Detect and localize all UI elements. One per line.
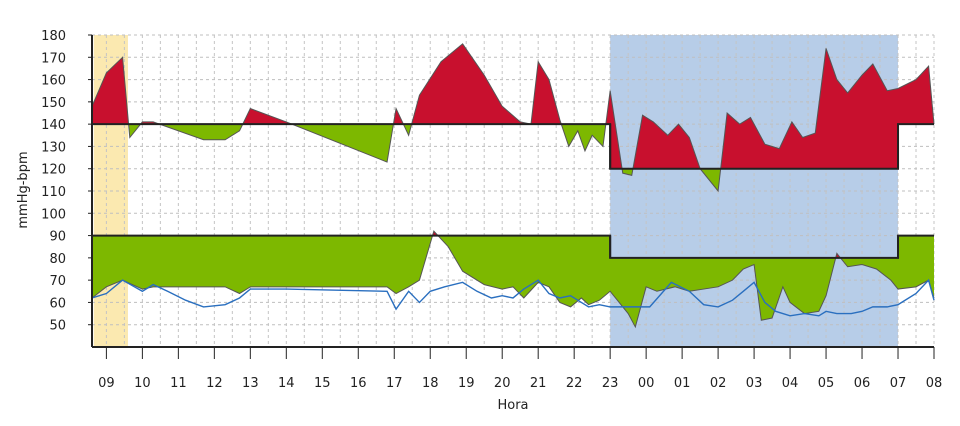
x-tick-label: 18 (422, 376, 439, 391)
x-tick-label: 13 (242, 376, 259, 391)
x-tick-label: 17 (386, 376, 403, 391)
y-tick-label: 60 (49, 296, 66, 311)
y-tick-label: 140 (41, 118, 66, 133)
x-tick-label: 09 (98, 376, 115, 391)
heart-rate-line-path (91, 278, 935, 317)
x-tick-label: 02 (710, 376, 727, 391)
x-tick-label: 11 (170, 376, 187, 391)
x-tick-label: 05 (818, 376, 835, 391)
x-tick-label: 07 (890, 376, 907, 391)
x-tick-labels: 09 10 11 12 13 14 15 16 17 18 19 20 21 22 23 00 01 02 03 04… (98, 347, 942, 391)
systolic-outline (91, 43, 935, 193)
y-tick-label: 70 (49, 274, 66, 289)
y-axis-label: mmHg-bpm (16, 151, 31, 228)
x-tick-label: 00 (638, 376, 655, 391)
y-tick-label: 100 (41, 207, 66, 222)
y-tick-label: 80 (49, 252, 66, 267)
systolic-fill (91, 43, 935, 193)
y-tick-labels: 50 60 70 80 90 100 110 120 130 140 150 160 170 180 (41, 29, 92, 334)
diastolic-outline (91, 230, 935, 329)
x-tick-label: 22 (566, 376, 583, 391)
y-tick-label: 120 (41, 163, 66, 178)
y-tick-label: 170 (41, 51, 66, 66)
threshold-lines (92, 123, 934, 259)
diastolic-fill (91, 230, 935, 329)
y-tick-label: 50 (49, 319, 66, 334)
y-tick-label: 160 (41, 74, 66, 89)
systolic-threshold-line (92, 123, 934, 170)
x-tick-label: 10 (134, 376, 151, 391)
x-tick-label: 01 (674, 376, 691, 391)
y-tick-label: 180 (41, 29, 66, 44)
y-tick-label: 90 (49, 230, 66, 245)
x-tick-label: 16 (350, 376, 367, 391)
x-axis-label: Hora (497, 398, 528, 413)
x-tick-label: 06 (854, 376, 871, 391)
x-tick-label: 12 (206, 376, 223, 391)
x-tick-label: 15 (314, 376, 331, 391)
diastolic-below-area (92, 235, 934, 327)
x-tick-label: 08 (926, 376, 943, 391)
x-tick-label: 23 (602, 376, 619, 391)
diastolic-threshold-line (92, 234, 934, 259)
systolic-above-area (92, 43, 934, 169)
y-tick-label: 150 (41, 96, 66, 111)
x-tick-label: 03 (746, 376, 763, 391)
x-tick-label: 04 (782, 376, 799, 391)
x-tick-label: 21 (530, 376, 547, 391)
y-tick-label: 130 (41, 140, 66, 155)
heart-rate-line (91, 278, 935, 317)
x-tick-label: 20 (494, 376, 511, 391)
x-tick-label: 19 (458, 376, 475, 391)
x-tick-label: 14 (278, 376, 295, 391)
y-tick-label: 110 (41, 185, 66, 200)
